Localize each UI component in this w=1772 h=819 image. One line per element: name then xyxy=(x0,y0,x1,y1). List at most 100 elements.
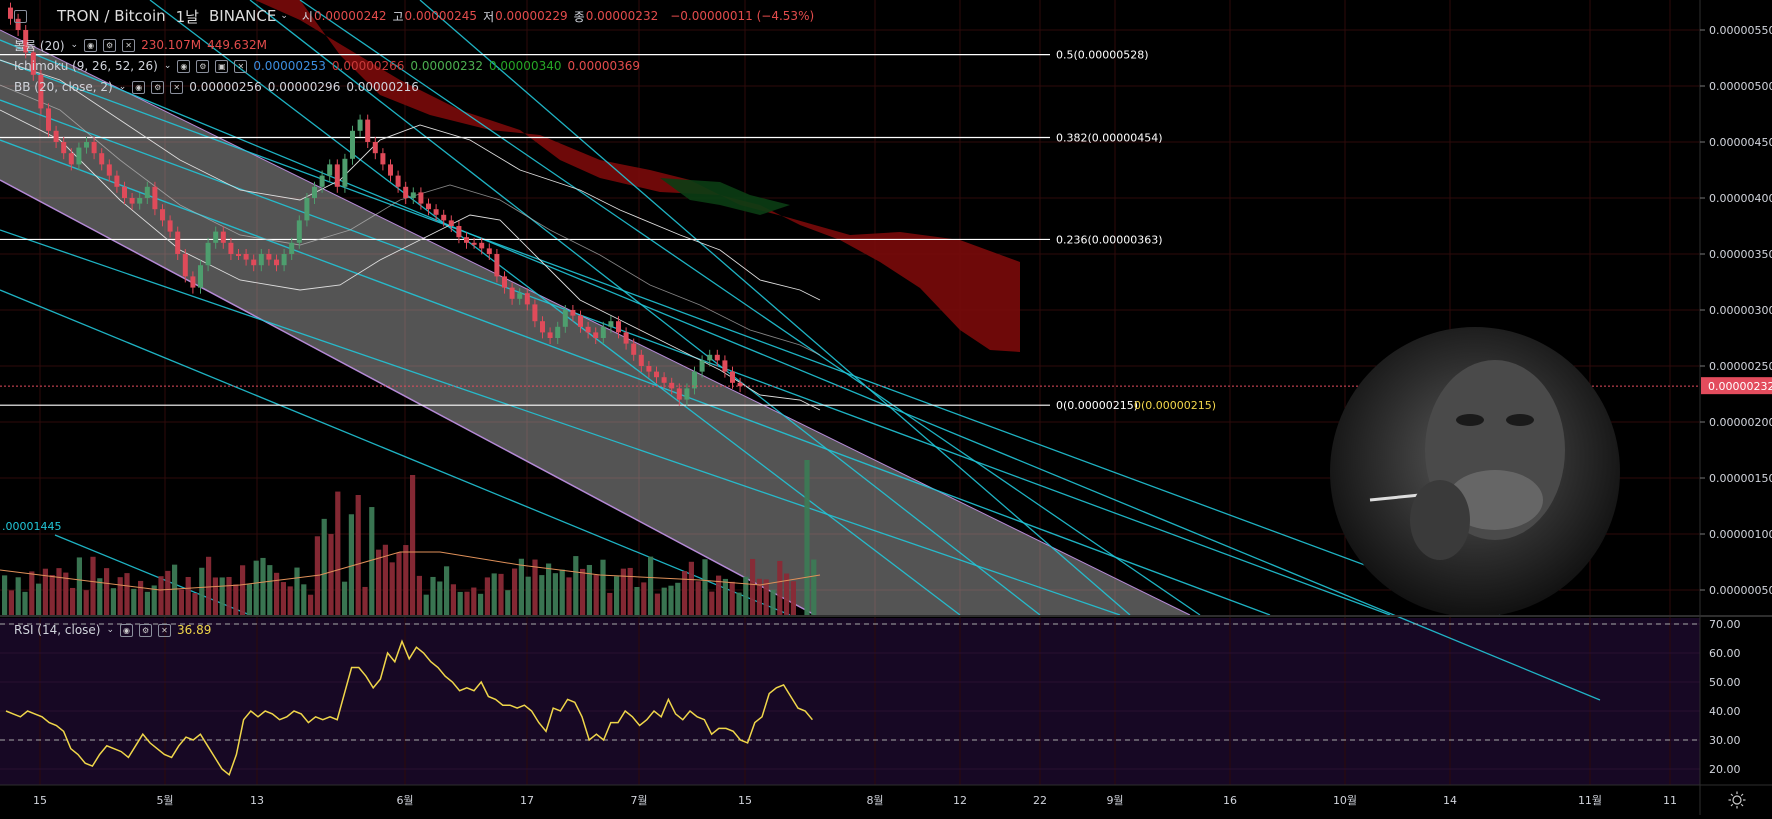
close-icon[interactable]: ✕ xyxy=(170,80,184,94)
candle xyxy=(258,254,264,266)
volume-bar xyxy=(260,557,266,615)
chart-legend: TRON / Bitcoin 1날 BINANCE ⌄ 시 0.00000242 … xyxy=(0,0,1100,110)
bb-upper xyxy=(0,59,821,301)
sun-ray xyxy=(1740,793,1744,797)
rsi-indicator-name[interactable]: RSI (14, close) xyxy=(14,623,101,637)
rsi-tick-label: 70.00 xyxy=(1709,618,1741,631)
ohlc-close-value: 0.00000232 xyxy=(585,9,659,23)
volume-bar xyxy=(641,582,647,615)
volume-bar xyxy=(206,556,212,615)
eye-icon[interactable]: ◉ xyxy=(84,38,98,52)
volume-bar xyxy=(559,569,565,615)
volume-bar xyxy=(144,591,150,615)
volume-bar xyxy=(546,563,552,615)
collapse-icon[interactable] xyxy=(14,9,27,23)
price-tick-label: 0.00000150 xyxy=(1709,472,1772,485)
trend-line xyxy=(299,0,1201,616)
volume-bar xyxy=(63,572,69,615)
ichimoku-cloud-bearish xyxy=(255,0,1020,352)
candle xyxy=(190,276,196,288)
volume-indicator-name[interactable]: 볼륨 (20) xyxy=(14,38,65,53)
ichimoku-value-2: 0.00000266 xyxy=(331,59,405,73)
candle xyxy=(638,354,644,366)
candle xyxy=(167,220,173,232)
volume-bar xyxy=(138,580,144,615)
candle xyxy=(676,388,682,400)
ichimoku-indicator-name[interactable]: Ichimoku (9, 26, 52, 26) xyxy=(14,59,158,73)
volume-bar xyxy=(253,560,259,615)
volume-bar xyxy=(56,568,62,615)
time-tick-label: 12 xyxy=(953,794,967,807)
volume-bar xyxy=(729,581,735,615)
portrait-hand xyxy=(1410,480,1470,560)
time-tick-label: 13 xyxy=(250,794,264,807)
eye-icon[interactable]: ◉ xyxy=(120,623,134,637)
volume-bar xyxy=(403,545,409,615)
chevron-down-icon[interactable]: ⌄ xyxy=(280,11,288,21)
volume-bar xyxy=(580,568,586,615)
candle xyxy=(486,248,492,254)
candle xyxy=(479,242,485,249)
price-candles xyxy=(8,2,743,406)
price-tick-label: 0.00000450 xyxy=(1709,136,1772,149)
sun-icon[interactable] xyxy=(1728,791,1746,809)
candle xyxy=(289,242,295,254)
volume-bar xyxy=(287,586,293,615)
gear-icon[interactable]: ⚙ xyxy=(103,38,117,52)
close-icon[interactable]: ✕ xyxy=(158,623,172,637)
volume-bar xyxy=(539,575,545,615)
close-icon[interactable]: ✕ xyxy=(234,59,248,73)
bb-indicator-row[interactable]: BB (20, close, 2) ⌄ ◉ ⚙ ✕ 0.00000256 0.0… xyxy=(14,77,425,97)
candle xyxy=(84,142,89,148)
volume-bar xyxy=(682,571,688,615)
eye-icon[interactable]: ◉ xyxy=(132,80,146,94)
sun-core xyxy=(1732,795,1742,805)
volume-bar xyxy=(525,576,531,615)
candle xyxy=(23,30,29,53)
interval-label[interactable]: 1날 xyxy=(175,7,199,26)
volume-bar xyxy=(675,582,681,615)
candle xyxy=(327,164,333,176)
chevron-down-icon[interactable]: ⌄ xyxy=(106,625,115,635)
gear-icon[interactable]: ⚙ xyxy=(151,80,165,94)
chevron-down-icon[interactable]: ⌄ xyxy=(118,82,127,92)
close-icon[interactable]: ✕ xyxy=(122,38,136,52)
volume-bar xyxy=(573,556,579,615)
volume-bar xyxy=(471,587,477,615)
volume-bar xyxy=(301,584,307,615)
bb-indicator-name[interactable]: BB (20, close, 2) xyxy=(14,80,113,94)
ohlc-high-key: 고 xyxy=(392,9,404,24)
volume-bar xyxy=(267,565,273,615)
gear-icon[interactable]: ⚙ xyxy=(139,623,153,637)
volume-bar xyxy=(784,573,790,615)
volume-bar xyxy=(76,557,82,615)
candle xyxy=(509,287,515,299)
candle xyxy=(608,321,614,327)
candle xyxy=(342,158,348,187)
ohlc-close-key: 종 xyxy=(573,9,585,24)
ohlc-open-value: 0.00000242 xyxy=(313,9,387,23)
candle xyxy=(578,315,583,327)
exchange-label[interactable]: BINANCE xyxy=(208,7,277,25)
volume-indicator-row[interactable]: 볼륨 (20) ⌄ ◉ ⚙ ✕ 230.107M 449.632M xyxy=(14,35,273,55)
candle xyxy=(426,203,431,210)
gear-icon[interactable]: ⚙ xyxy=(196,59,210,73)
volume-value-1: 230.107M xyxy=(141,38,202,52)
rsi-tick-label: 40.00 xyxy=(1709,705,1741,718)
volume-bar xyxy=(756,578,762,615)
candle xyxy=(722,360,728,372)
candle xyxy=(175,231,181,254)
symbol-title[interactable]: TRON / Bitcoin xyxy=(57,7,166,25)
ichimoku-value-5: 0.00000369 xyxy=(567,59,641,73)
time-tick-label: 15 xyxy=(33,794,47,807)
chevron-down-icon[interactable]: ⌄ xyxy=(163,61,172,71)
rsi-legend[interactable]: RSI (14, close) ⌄ ◉ ⚙ ✕ 36.89 xyxy=(14,623,217,637)
lock-icon[interactable]: ▣ xyxy=(215,59,229,73)
volume-bar xyxy=(158,576,164,615)
ichimoku-indicator-row[interactable]: Ichimoku (9, 26, 52, 26) ⌄ ◉ ⚙ ▣ ✕ 0.000… xyxy=(14,56,646,76)
chevron-down-icon[interactable]: ⌄ xyxy=(70,40,79,50)
eye-icon[interactable]: ◉ xyxy=(177,59,191,73)
candle xyxy=(205,242,211,266)
